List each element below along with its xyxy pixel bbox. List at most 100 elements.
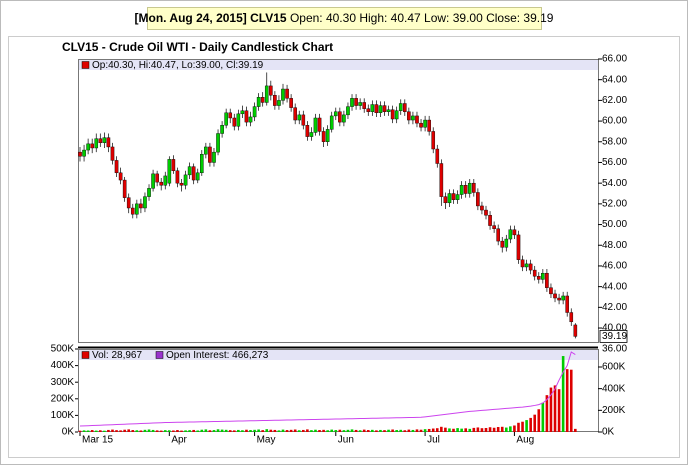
candle-body: [260, 97, 265, 103]
volume-bar: [237, 429, 240, 432]
candle-body: [240, 110, 245, 115]
candle-body: [139, 203, 143, 209]
volume-bar: [513, 425, 516, 432]
candle-body: [236, 113, 241, 127]
price-legend: Op:40.30, Hi:40.47, Lo:39.00, Cl:39.19: [92, 60, 264, 71]
volume-bar: [448, 428, 451, 432]
y-tick-label: 66.00: [602, 54, 627, 65]
chart-frame: [8, 36, 680, 458]
candle-body: [411, 115, 415, 121]
volume-bar: [249, 430, 252, 432]
quote-date: [Mon. Aug 24, 2015]: [135, 11, 247, 25]
volume-bar: [269, 429, 273, 432]
y-tick-label: 62.00: [602, 95, 627, 106]
price-panel: [78, 59, 599, 343]
volume-bar: [119, 430, 122, 432]
candle-body: [333, 111, 338, 117]
volume-bar: [407, 429, 411, 432]
volume-bar: [111, 429, 114, 432]
volume-bar: [476, 427, 480, 432]
volume-bar: [159, 430, 163, 432]
volume-bar: [334, 430, 338, 432]
candle-body: [427, 119, 431, 132]
candle-body: [386, 109, 391, 112]
legend-band: [79, 60, 598, 70]
volume-bar: [517, 422, 520, 432]
volume-bar: [509, 426, 512, 432]
volume-bar: [147, 429, 151, 432]
y-tick-label: 50.00: [602, 219, 627, 230]
oi-legend: Open Interest: 466,273: [166, 350, 269, 361]
candle-body: [248, 116, 253, 123]
candle-body: [204, 146, 208, 155]
volume-bar: [212, 430, 216, 432]
candle-body: [374, 104, 379, 114]
volume-bar: [184, 430, 187, 432]
candle-body: [342, 114, 346, 123]
x-tick-label: May: [257, 435, 276, 446]
volume-bar: [346, 429, 350, 432]
volume-bar: [423, 429, 427, 432]
volume-bar: [366, 430, 370, 432]
candle-body: [382, 105, 387, 112]
candle-body: [415, 115, 419, 124]
volume-bar: [395, 430, 398, 432]
y-tick-label: 200K: [51, 393, 75, 404]
volume-bar: [322, 429, 325, 432]
y-tick-label: 54.00: [602, 178, 627, 189]
volume-bar: [257, 429, 260, 432]
y-tick-label: 56.00: [602, 157, 627, 168]
volume-bar: [358, 430, 362, 432]
candle-body: [309, 132, 314, 137]
candle-body: [338, 111, 342, 123]
volume-bar: [224, 429, 228, 432]
x-tick-label: Jul: [427, 435, 440, 446]
y-tick-label: 42.00: [602, 302, 627, 313]
candle-body: [252, 106, 257, 118]
candle-body: [472, 182, 476, 193]
volume-bar: [310, 430, 313, 432]
volume-bar: [362, 429, 366, 432]
candle-body: [273, 95, 277, 106]
candle-body: [191, 166, 196, 181]
y-tick-label: 44.00: [602, 281, 627, 292]
volume-bar: [505, 427, 508, 432]
y-tick-label: 64.00: [602, 74, 627, 85]
candle-body: [467, 182, 472, 194]
candle-body: [459, 185, 464, 195]
volume-bar: [293, 429, 297, 432]
candle-body: [264, 85, 269, 103]
volume-bar: [139, 430, 143, 432]
candle-body: [488, 215, 492, 226]
candle-body: [171, 159, 176, 171]
candle-body: [195, 172, 200, 181]
legend-swatch: [155, 351, 164, 359]
volume-bar: [123, 429, 126, 432]
volume-bar: [99, 430, 102, 432]
volume-bar: [533, 414, 537, 432]
y2-tick-label: 600K: [602, 362, 626, 373]
legend-band: [79, 350, 598, 360]
candle-body: [451, 193, 456, 200]
candle-body: [313, 117, 318, 133]
volume-bar: [557, 389, 561, 432]
candle-body: [122, 179, 127, 198]
x-tick-label: Jun: [338, 435, 354, 446]
y-tick-label: 52.00: [602, 199, 627, 210]
candle-body: [78, 151, 82, 157]
y2-tick-label: 400K: [602, 383, 626, 394]
candle-body: [358, 102, 362, 106]
volume-bar: [216, 429, 220, 432]
candle-body: [285, 88, 289, 99]
candle-body: [321, 131, 326, 142]
x-tick-label: Mar 15: [82, 435, 114, 446]
volume-bar: [204, 429, 208, 432]
candle-body: [293, 107, 297, 121]
volume-bar: [472, 427, 476, 432]
volume-bar: [435, 428, 439, 432]
volume-bar: [94, 430, 98, 432]
volume-bar: [82, 430, 86, 432]
candle-body: [118, 172, 123, 181]
volume-bar: [553, 385, 557, 432]
volume-bar: [86, 430, 90, 432]
